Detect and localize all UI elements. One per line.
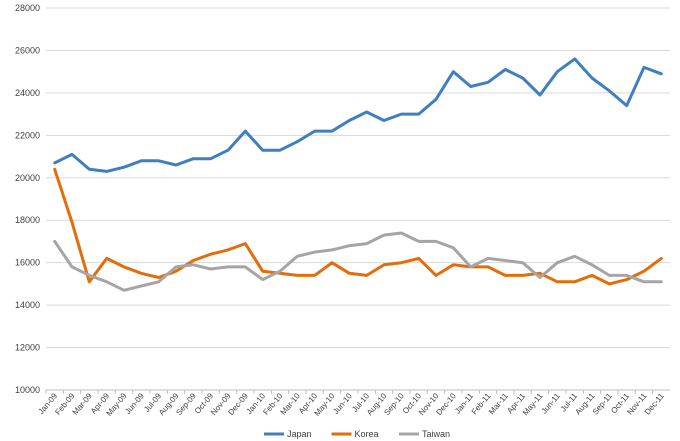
- y-tick-label: 24000: [15, 88, 40, 98]
- legend-label: Korea: [355, 429, 379, 439]
- x-tick-label: Dec-10: [434, 391, 458, 417]
- legend-label: Taiwan: [422, 429, 450, 439]
- legend: Japan Korea Taiwan: [264, 429, 450, 439]
- series-line-korea: [53, 167, 663, 286]
- y-tick-label: 16000: [15, 258, 40, 268]
- legend-item-japan: Japan: [264, 429, 312, 439]
- legend-item-taiwan: Taiwan: [399, 429, 450, 439]
- x-tick-label: Jun-11: [540, 391, 563, 415]
- y-axis-tick-labels: 10000 12000 14000 16000 18000 20000 22000 24000…: [15, 3, 40, 395]
- x-tick-label: Dec-11: [643, 391, 666, 417]
- x-tick-label: Jun-10: [331, 391, 354, 416]
- y-tick-label: 12000: [15, 343, 40, 353]
- gridlines: [46, 7, 670, 391]
- x-tick-label: Jun-09: [123, 391, 146, 416]
- y-tick-label: 28000: [15, 3, 40, 13]
- x-tick-label: Sep-11: [591, 391, 614, 417]
- x-tick-label: Sep-10: [382, 391, 406, 417]
- x-tick-label: Mar-10: [279, 391, 303, 417]
- series-line-taiwan: [53, 231, 663, 292]
- x-tick-label: Mar-11: [487, 391, 510, 416]
- x-axis-tick-labels: Jan-09Feb-09Mar-09Apr-09May-09Jun-09Jul-…: [37, 390, 666, 418]
- y-tick-label: 22000: [15, 130, 40, 140]
- y-tick-label: 26000: [15, 45, 40, 55]
- y-tick-label: 10000: [15, 385, 40, 395]
- y-tick-label: 18000: [15, 215, 40, 225]
- legend-label: Japan: [287, 429, 312, 439]
- y-tick-label: 20000: [15, 173, 40, 183]
- y-tick-label: 14000: [15, 300, 40, 310]
- legend-item-korea: Korea: [331, 429, 379, 439]
- series-lines: [53, 57, 663, 292]
- x-tick-label: Sep-09: [174, 391, 198, 417]
- series-line-japan: [53, 57, 663, 173]
- x-tick-label: Mar-09: [71, 391, 95, 417]
